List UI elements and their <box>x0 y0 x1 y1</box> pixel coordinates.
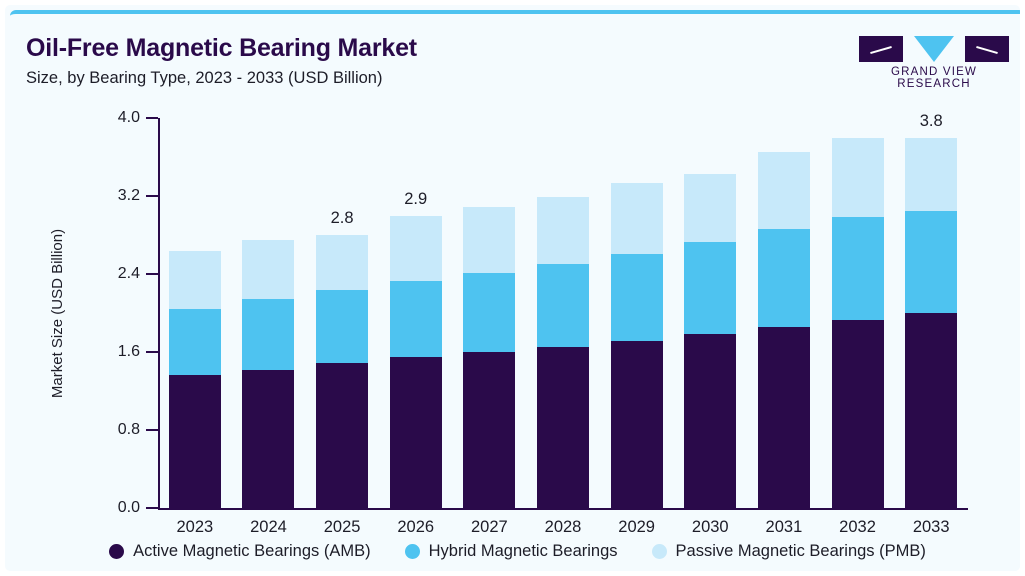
bar-group[interactable]: 3.8 <box>905 112 958 508</box>
bar-segment-hmb[interactable] <box>168 309 221 376</box>
logo-left-block-icon <box>859 36 903 62</box>
bar-group[interactable] <box>242 118 295 508</box>
bar-segment-amb[interactable] <box>831 319 884 508</box>
bar-total-label: 2.9 <box>404 190 428 209</box>
bar-segment-pmb[interactable] <box>831 137 884 218</box>
legend-swatch-icon <box>109 544 125 559</box>
plot-area: 0.0 0.8 1.6 2.4 3.2 4.0 2.8 2.9 3.8 2023 2024 202… <box>118 109 968 536</box>
chart-canvas: Oil-Free Magnetic Bearing Market Size, b… <box>10 10 1020 571</box>
bar-segment-amb[interactable] <box>389 356 442 508</box>
y-axis-tick <box>146 351 158 353</box>
bar-segment-hmb[interactable] <box>242 299 295 370</box>
legend-swatch-icon <box>651 544 667 559</box>
y-axis-tick <box>146 429 158 431</box>
bar-segment-hmb[interactable] <box>905 210 958 313</box>
bar-segment-pmb[interactable] <box>389 216 442 281</box>
y-axis-line <box>158 118 160 508</box>
y-axis-tick <box>146 507 158 509</box>
y-axis-tick <box>146 117 158 119</box>
bar-segment-pmb[interactable] <box>610 183 663 254</box>
bar-segment-pmb[interactable] <box>316 235 369 290</box>
logo-marks <box>859 36 1009 64</box>
bar-total-label: 2.8 <box>330 209 354 227</box>
bar-segment-pmb[interactable] <box>242 239 295 300</box>
y-axis-tick-label: 4.0 <box>117 109 140 126</box>
y-axis-tick <box>146 273 158 275</box>
bar-segment-hmb[interactable] <box>389 280 442 357</box>
x-axis-tick-label: 2031 <box>765 518 803 536</box>
bar-segment-amb[interactable] <box>610 341 663 508</box>
bar-segment-pmb[interactable] <box>684 173 737 242</box>
legend-swatch-icon <box>404 544 420 559</box>
chart-header: Oil-Free Magnetic Bearing Market Size, b… <box>10 14 1020 92</box>
bar-segment-amb[interactable] <box>757 326 810 508</box>
x-axis-tick-label: 2030 <box>691 518 729 536</box>
bar-segment-pmb[interactable] <box>757 152 810 230</box>
logo-wordmark: GRAND VIEW RESEARCH <box>890 66 978 90</box>
bar-segment-hmb[interactable] <box>610 253 663 342</box>
y-axis-tick <box>146 195 158 197</box>
bar-total-label: 3.8 <box>919 111 943 130</box>
y-axis-tick-label: 1.6 <box>117 343 140 360</box>
x-axis-tick-label: 2026 <box>397 518 435 536</box>
x-axis-tick-label: 2032 <box>839 518 876 536</box>
x-axis-tick-label: 2027 <box>471 518 508 536</box>
x-axis-tick-label: 2025 <box>323 518 361 536</box>
bar-segment-hmb[interactable] <box>537 264 589 348</box>
x-axis-tick-label: 2028 <box>544 518 582 536</box>
bar-group[interactable] <box>168 118 221 508</box>
bar-segment-hmb[interactable] <box>757 229 810 327</box>
bar-segment-hmb[interactable] <box>463 273 516 352</box>
y-axis-title-text: Market Size (USD Billion) <box>49 228 67 398</box>
bar-group[interactable] <box>537 118 589 508</box>
bar-segment-hmb[interactable] <box>684 241 737 335</box>
bar-segment-amb[interactable] <box>463 352 516 508</box>
bar-group[interactable] <box>831 118 884 508</box>
logo-right-block-icon <box>965 36 1009 62</box>
grand-view-research-logo: GRAND VIEW RESEARCH <box>859 36 1009 90</box>
x-axis-tick-label: 2024 <box>250 518 287 536</box>
y-axis-tick-label: 3.2 <box>117 187 140 204</box>
logo-triangle-icon <box>914 36 954 62</box>
x-axis-tick-label: 2033 <box>912 518 950 536</box>
bar-segment-amb[interactable] <box>684 334 737 508</box>
bar-segment-amb[interactable] <box>537 347 589 508</box>
y-axis-tick-label: 0.0 <box>117 499 140 516</box>
y-axis-tick-label: 2.4 <box>117 265 140 282</box>
bar-segment-hmb[interactable] <box>316 289 369 363</box>
y-axis-title: Market Size (USD Billion) <box>48 118 68 508</box>
bar-segment-pmb[interactable] <box>168 250 221 310</box>
bar-segment-amb[interactable] <box>242 369 295 508</box>
bar-segment-pmb[interactable] <box>463 206 516 274</box>
bar-group[interactable]: 2.9 <box>389 118 442 508</box>
legend-label: Passive Magnetic Bearings (PMB) <box>675 542 926 560</box>
legend-item[interactable]: Active Magnetic Bearings (AMB) <box>109 542 371 561</box>
bar-group[interactable] <box>610 118 663 508</box>
chart-legend: Active Magnetic Bearings (AMB) Hybrid Mag… <box>10 542 1020 561</box>
legend-label: Active Magnetic Bearings (AMB) <box>133 542 371 560</box>
bar-group[interactable] <box>757 118 810 508</box>
bar-segment-pmb[interactable] <box>537 196 589 265</box>
legend-item[interactable]: Hybrid Magnetic Bearings <box>404 542 618 561</box>
bar-segment-amb[interactable] <box>168 375 221 508</box>
x-axis-tick-label: 2023 <box>176 518 214 536</box>
legend-label: Hybrid Magnetic Bearings <box>428 542 618 560</box>
bar-group[interactable] <box>463 118 516 508</box>
bar-segment-hmb[interactable] <box>831 217 884 320</box>
y-axis-tick-label: 0.8 <box>117 421 140 438</box>
bar-group[interactable] <box>684 118 737 508</box>
x-axis-line <box>158 508 968 510</box>
legend-item[interactable]: Passive Magnetic Bearings (PMB) <box>651 542 926 561</box>
chart-subtitle: Size, by Bearing Type, 2023 - 2033 (USD … <box>26 69 383 87</box>
bar-segment-pmb[interactable] <box>905 137 958 211</box>
bar-segment-amb[interactable] <box>316 362 369 508</box>
bar-segment-amb[interactable] <box>905 313 958 508</box>
x-axis-tick-label: 2029 <box>618 518 655 536</box>
bar-group[interactable]: 2.8 <box>316 118 369 508</box>
page-title: Oil-Free Magnetic Bearing Market <box>26 34 417 62</box>
